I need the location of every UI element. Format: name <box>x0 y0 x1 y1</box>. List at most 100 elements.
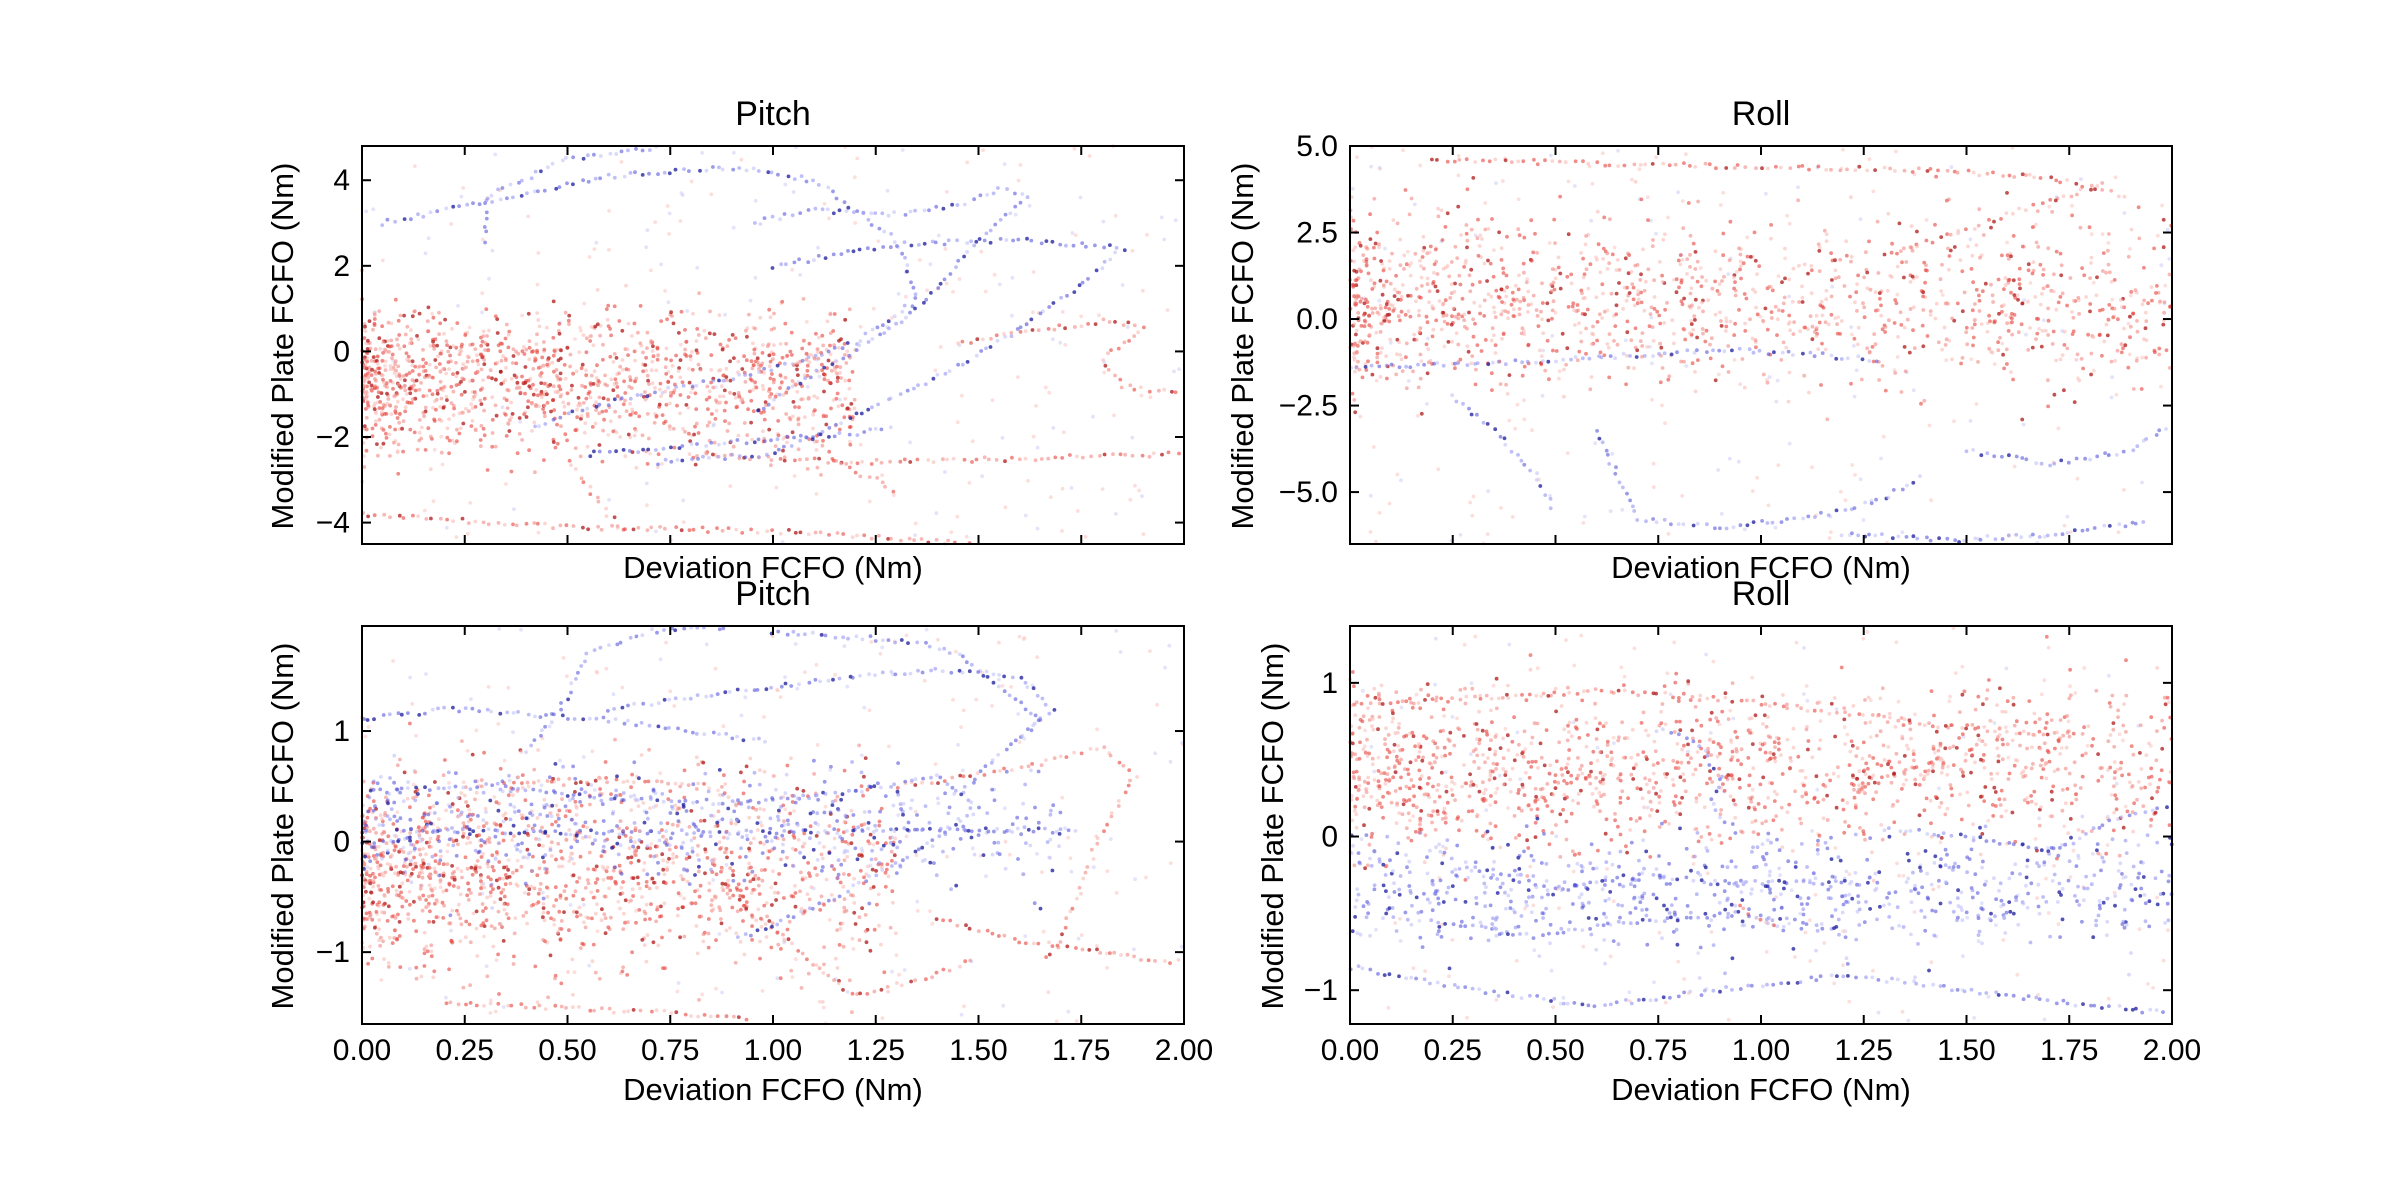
scatter-point <box>784 390 789 395</box>
scatter-point <box>2046 284 2050 288</box>
scatter-point <box>613 409 617 414</box>
scatter-point <box>392 848 397 853</box>
scatter-point <box>1979 453 1984 458</box>
scatter-point <box>2078 225 2083 230</box>
scatter-point <box>492 900 497 905</box>
scatter-point <box>1493 427 1498 432</box>
scatter-point <box>380 817 384 821</box>
scatter-point <box>2054 178 2059 183</box>
scatter-point <box>1688 164 1692 168</box>
scatter-point <box>1486 292 1491 297</box>
scatter-point <box>630 407 635 412</box>
scatter-point <box>1705 350 1709 354</box>
scatter-point <box>363 329 368 333</box>
scatter-point <box>838 880 843 885</box>
scatter-point <box>649 368 654 373</box>
scatter-point <box>993 222 998 227</box>
scatter-point <box>2005 321 2009 326</box>
scatter-point <box>460 875 464 880</box>
scatter-point <box>2060 353 2065 357</box>
scatter-point <box>1017 457 1022 462</box>
scatter-point <box>1927 423 1932 428</box>
scatter-point <box>688 357 693 362</box>
scatter-point <box>726 526 731 530</box>
scatter-point <box>1548 497 1553 501</box>
scatter-point <box>527 345 532 350</box>
scatter-point <box>644 368 649 373</box>
scatter-point <box>1645 345 1650 349</box>
scatter-point <box>1059 295 1063 300</box>
scatter-point <box>2088 302 2093 306</box>
scatter-point <box>1113 213 1118 218</box>
scatter-point <box>1505 234 1509 239</box>
scatter-point <box>1800 284 1804 289</box>
scatter-point <box>2144 319 2149 323</box>
scatter-point <box>390 941 395 945</box>
scatter-point <box>724 378 729 383</box>
scatter-point <box>1921 344 1926 349</box>
scatter-point <box>1791 266 1796 271</box>
scatter-point <box>1482 314 1487 318</box>
scatter-point <box>880 473 884 478</box>
scatter-point <box>912 538 916 543</box>
scatter-point <box>888 925 893 930</box>
scatter-point <box>1380 292 1385 297</box>
scatter-point <box>1720 279 1724 283</box>
scatter-point <box>581 755 586 759</box>
scatter-point <box>690 367 695 372</box>
scatter-point <box>1543 158 1547 163</box>
scatter-point <box>707 456 711 460</box>
scatter-point <box>2038 302 2043 307</box>
scatter-point <box>1719 319 1723 323</box>
scatter-point <box>576 395 581 400</box>
scatter-point <box>464 800 468 804</box>
scatter-point <box>656 353 660 358</box>
scatter-point <box>581 525 585 530</box>
scatter-point <box>562 411 567 416</box>
scatter-point <box>1475 412 1479 417</box>
scatter-point <box>1676 522 1681 526</box>
scatter-point <box>1921 290 1926 295</box>
scatter-point <box>1035 655 1040 660</box>
scatter-point <box>1070 231 1075 235</box>
scatter-point <box>1983 281 1988 286</box>
scatter-point <box>1769 310 1774 314</box>
scatter-point <box>374 378 378 383</box>
scatter-point <box>1776 317 1780 322</box>
scatter-point <box>859 411 864 416</box>
scatter-point <box>835 928 840 932</box>
scatter-point <box>2107 524 2112 528</box>
scatter-point <box>640 173 645 177</box>
scatter-point <box>2017 266 2022 271</box>
scatter-point <box>739 157 744 162</box>
scatter-point <box>1375 346 1380 351</box>
scatter-point <box>1535 314 1540 318</box>
scatter-point <box>751 363 756 367</box>
scatter-point <box>551 526 555 531</box>
scatter-point <box>842 644 847 649</box>
scatter-point <box>1864 250 1868 255</box>
scatter-point <box>1493 343 1498 348</box>
scatter-point <box>831 398 836 402</box>
scatter-point <box>535 311 540 315</box>
scatter-point <box>1554 359 1558 364</box>
scatter-point <box>755 356 760 361</box>
scatter-point <box>2012 464 2017 469</box>
scatter-point <box>571 524 576 528</box>
scatter-point <box>1607 261 1611 266</box>
scatter-point <box>2088 309 2092 314</box>
scatter-point <box>2150 298 2154 303</box>
scatter-point <box>1679 359 1683 364</box>
scatter-point <box>595 889 600 893</box>
scatter-point <box>654 368 659 373</box>
scatter-point <box>793 891 798 895</box>
scatter-point <box>2089 232 2094 237</box>
scatter-point <box>514 361 519 366</box>
scatter-point <box>812 456 817 461</box>
scatter-point <box>1084 244 1088 249</box>
scatter-point <box>1016 375 1020 379</box>
scatter-point <box>755 531 760 535</box>
scatter-point <box>506 685 511 690</box>
scatter-point <box>1470 513 1475 518</box>
scatter-point <box>532 420 537 425</box>
